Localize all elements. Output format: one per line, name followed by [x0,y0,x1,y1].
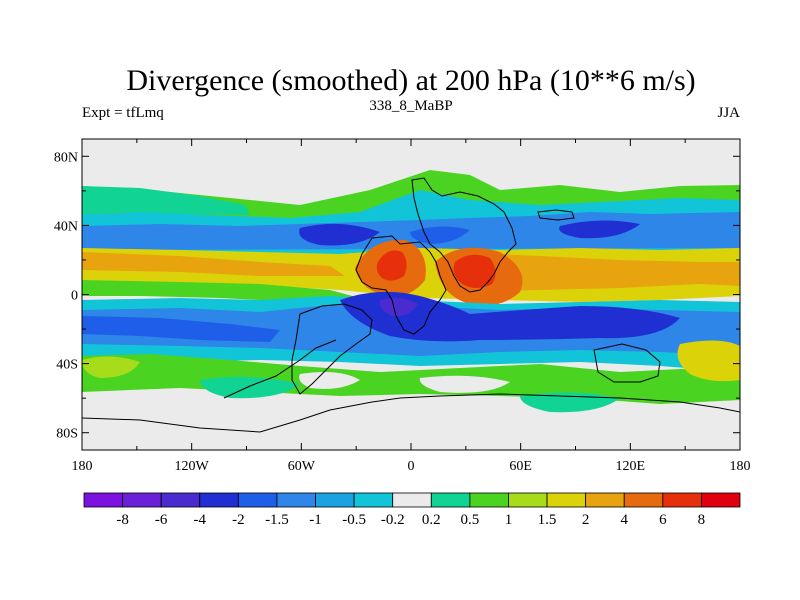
colorbar-swatch [546,492,587,508]
colorbar-label: 1 [505,512,513,528]
y-tick-label: 80S [56,427,78,442]
tropical-orange-band-east [450,252,740,292]
north-dark-blue-core-east [559,220,640,239]
chart-title: Divergence (smoothed) at 200 hPa (10**6 … [126,64,695,97]
south-highlat-yellow-west [82,356,140,378]
africa-divergence-inner [376,250,407,281]
colorbar-label: -1.5 [265,512,289,528]
southern-ridge-outline [223,339,337,399]
colorbar-swatch [122,492,162,508]
tibet-outline [537,209,575,221]
north-green-patch [82,186,250,215]
colorbar-swatch [508,492,548,508]
colorbar-label: -1 [309,512,322,528]
season-label: JJA [717,105,740,121]
north-blue-band [82,212,740,250]
colorbar-label: 8 [698,512,706,528]
north-blue-core-central [410,226,470,244]
colorbar-label: 0.2 [422,512,441,528]
eurasia-outline [411,177,517,293]
tropical-green-gap [82,280,360,302]
colorbar-swatch [353,492,394,508]
colorbar-label: -0.2 [381,512,405,528]
colorbar-label: 4 [620,512,628,528]
y-tick-label: 0 [71,289,78,304]
colorbar-swatch [585,492,625,508]
x-tick-label: 0 [408,459,415,474]
colorbar-label: -0.5 [342,512,366,528]
south-highlat-green-patch-1 [200,376,300,399]
colorbar-label: 0.5 [461,512,480,528]
x-tick-label: 120W [175,459,210,474]
colorbar-label: -4 [194,512,207,528]
colorbar-swatch [392,492,432,508]
colorbar-label: -8 [116,512,129,528]
colorbar-swatch [623,492,664,508]
colorbar-label: 6 [659,512,667,528]
x-tick-label: 120E [616,459,646,474]
y-axis: 80N 40N 0 40S 80S [54,150,740,442]
continent-outlines [82,177,740,433]
south-blue-core-west [82,316,280,342]
south-dark-blue-core [340,291,680,342]
y-tick-label: 80N [54,150,78,165]
colorbar-swatch [83,492,123,508]
colorbar-swatch [430,492,471,508]
colorbar-swatch [469,492,509,508]
y-tick-label: 40S [56,358,78,373]
colorbar-label: -2 [232,512,245,528]
colorbar-swatch [237,492,278,508]
x-tick-label: 180 [72,459,93,474]
south-america-outline [291,303,373,395]
colorbar-swatch [160,492,201,508]
south-highlat-gap-2 [419,375,510,393]
antarctica-outline [82,393,740,433]
x-tick-label: 60E [509,459,532,474]
colorbar: -8 -6 -4 -2 -1.5 -1 -0.5 -0.2 0.2 0.5 1 1.5 2 4 6 8 [83,492,741,528]
x-axis: 180 120W 60W 0 60E 120E 180 [72,139,751,474]
colorbar-swatch [276,492,316,508]
asia-divergence-inner [453,254,496,288]
tropical-orange-band [82,252,345,276]
colorbar-swatch [662,492,702,508]
colorbar-swatch [315,492,355,508]
colorbar-swatch [199,492,239,508]
colorbar-swatch [701,492,741,508]
x-tick-label: 60W [288,459,316,474]
australia-outline [593,343,661,383]
africa-outline [355,235,447,335]
colorbar-label: 1.5 [538,512,557,528]
colorbar-label: 2 [582,512,590,528]
north-dark-blue-core-west [299,223,380,246]
plot-area [82,139,740,450]
south-highlat-green-band [82,354,740,404]
x-tick-label: 180 [730,459,751,474]
south-highlat-gap-1 [299,372,360,389]
y-tick-label: 40N [54,219,78,234]
case-label: 338_8_MaBP [369,98,452,114]
south-highlat-yellow-east [677,340,740,382]
experiment-label: Expt = tfLmq [82,105,164,121]
colorbar-label: -6 [155,512,168,528]
south-purple-core [379,297,418,317]
